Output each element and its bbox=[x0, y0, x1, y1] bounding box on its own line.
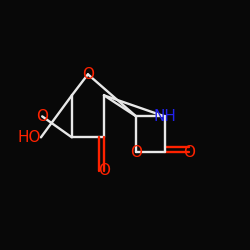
Text: O: O bbox=[36, 109, 48, 124]
Text: NH: NH bbox=[153, 109, 176, 124]
Text: HO: HO bbox=[18, 130, 41, 145]
Text: O: O bbox=[130, 145, 142, 160]
Text: O: O bbox=[183, 145, 195, 160]
Text: O: O bbox=[98, 163, 110, 178]
Text: O: O bbox=[82, 67, 94, 82]
